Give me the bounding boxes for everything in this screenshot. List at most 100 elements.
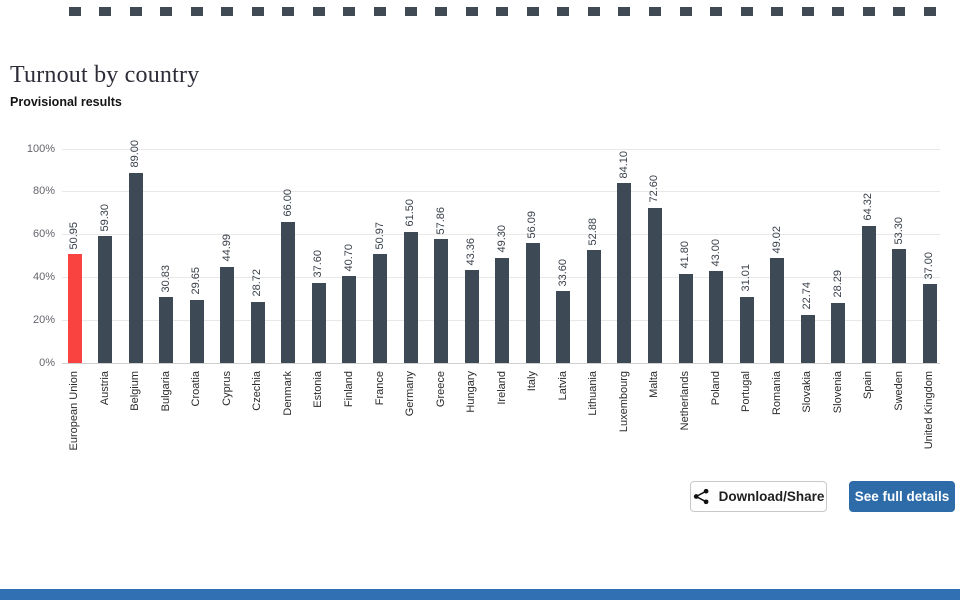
page-title: Turnout by country	[10, 62, 200, 88]
y-axis-label: 0%	[39, 357, 55, 369]
top-crop-mark	[404, 7, 417, 16]
value-label: 49.02	[770, 225, 783, 254]
top-crop-mark	[923, 7, 936, 16]
y-axis-label: 80%	[32, 185, 55, 198]
bar-greece[interactable]	[434, 239, 449, 364]
top-crop-mark	[496, 7, 509, 16]
category-label: Austria	[98, 371, 111, 406]
category-label: Italy	[526, 371, 539, 392]
value-label: 29.65	[190, 267, 203, 295]
bar-france[interactable]	[373, 254, 387, 364]
category-label: Finland	[342, 371, 355, 408]
bar-ireland[interactable]	[495, 257, 510, 364]
gridline	[62, 148, 940, 150]
bar-spain[interactable]	[861, 225, 876, 364]
download-share-button[interactable]: Download/Share	[690, 481, 827, 512]
value-label: 84.10	[617, 150, 630, 179]
category-label: Portugal	[740, 371, 753, 412]
page-subtitle: Provisional results	[10, 95, 122, 109]
bar-malta[interactable]	[647, 207, 662, 364]
category-label: Romania	[770, 371, 783, 416]
bar-finland[interactable]	[342, 276, 357, 364]
value-label: 53.30	[892, 216, 905, 245]
bar-czechia[interactable]	[250, 301, 265, 364]
bar-lithuania[interactable]	[586, 250, 601, 364]
footer-strip	[0, 589, 960, 600]
category-label: Croatia	[190, 371, 203, 407]
bar-portugal[interactable]	[739, 296, 754, 364]
value-label: 89.00	[129, 140, 142, 168]
category-label: Cyprus	[220, 371, 233, 406]
value-label: 66.00	[281, 189, 294, 217]
value-label: 30.83	[159, 264, 172, 293]
value-label: 28.72	[251, 269, 264, 297]
value-label: 40.70	[342, 243, 355, 272]
category-label: Hungary	[465, 371, 478, 413]
top-crop-mark	[435, 7, 448, 16]
category-label: Ireland	[495, 371, 508, 405]
category-label: Greece	[434, 371, 447, 408]
category-label: Sweden	[892, 371, 905, 411]
bar-italy[interactable]	[525, 243, 540, 364]
bar-hungary[interactable]	[464, 270, 479, 364]
category-label: Poland	[709, 371, 722, 406]
category-label: Bulgaria	[159, 371, 172, 412]
top-crop-mark	[282, 7, 295, 16]
category-label: Denmark	[281, 371, 294, 416]
bar-united-kingdom[interactable]	[922, 284, 937, 364]
top-crop-mark	[312, 7, 325, 16]
y-axis-label: 100%	[26, 142, 55, 155]
bar-luxembourg[interactable]	[617, 183, 632, 364]
category-label: Spain	[862, 371, 875, 400]
bar-bulgaria[interactable]	[159, 297, 174, 364]
top-crop-mark	[190, 7, 203, 16]
bar-slovenia[interactable]	[831, 302, 846, 364]
bar-latvia[interactable]	[556, 291, 571, 364]
value-label: 50.97	[373, 221, 386, 250]
bar-poland[interactable]	[709, 271, 724, 364]
bar-european-union[interactable]	[67, 254, 82, 364]
bar-slovakia[interactable]	[800, 314, 815, 364]
value-label: 52.88	[587, 217, 600, 246]
see-full-details-button[interactable]: See full details	[849, 481, 955, 512]
value-label: 61.50	[404, 199, 417, 227]
category-label: United Kingdom	[923, 371, 936, 450]
top-crop-mark	[374, 7, 386, 16]
value-label: 28.29	[831, 270, 844, 298]
bar-netherlands[interactable]	[678, 273, 693, 364]
bar-estonia[interactable]	[311, 282, 326, 364]
top-crop-mark	[68, 7, 81, 16]
gridline	[62, 191, 940, 193]
top-crop-mark	[251, 7, 264, 16]
value-label: 43.00	[709, 238, 722, 267]
category-label: Lithuania	[587, 371, 600, 416]
y-axis-label: 60%	[32, 228, 55, 241]
bar-germany[interactable]	[403, 231, 418, 364]
top-crop-mark	[221, 7, 234, 16]
bar-croatia[interactable]	[189, 299, 204, 364]
bar-austria[interactable]	[98, 236, 113, 364]
top-crop-mark	[465, 7, 478, 16]
top-crop-mark	[99, 7, 112, 16]
bar-sweden[interactable]	[892, 249, 907, 364]
category-label: Latvia	[556, 371, 569, 401]
top-crop-mark	[893, 7, 906, 16]
bar-cyprus[interactable]	[220, 266, 235, 364]
bar-denmark[interactable]	[281, 221, 296, 364]
category-label: Germany	[404, 371, 417, 417]
top-crop-mark	[740, 7, 753, 16]
gridline	[62, 363, 940, 364]
value-label: 59.30	[98, 203, 111, 232]
top-crop-mark	[801, 7, 814, 16]
category-label: Malta	[648, 371, 661, 398]
value-label: 64.32	[862, 193, 875, 221]
category-label: European Union	[68, 371, 80, 451]
bar-romania[interactable]	[770, 258, 785, 364]
value-label: 33.60	[556, 258, 569, 287]
top-crop-mark	[526, 7, 539, 16]
value-label: 56.09	[526, 210, 539, 239]
value-label: 22.74	[801, 282, 814, 310]
bar-belgium[interactable]	[128, 172, 143, 364]
